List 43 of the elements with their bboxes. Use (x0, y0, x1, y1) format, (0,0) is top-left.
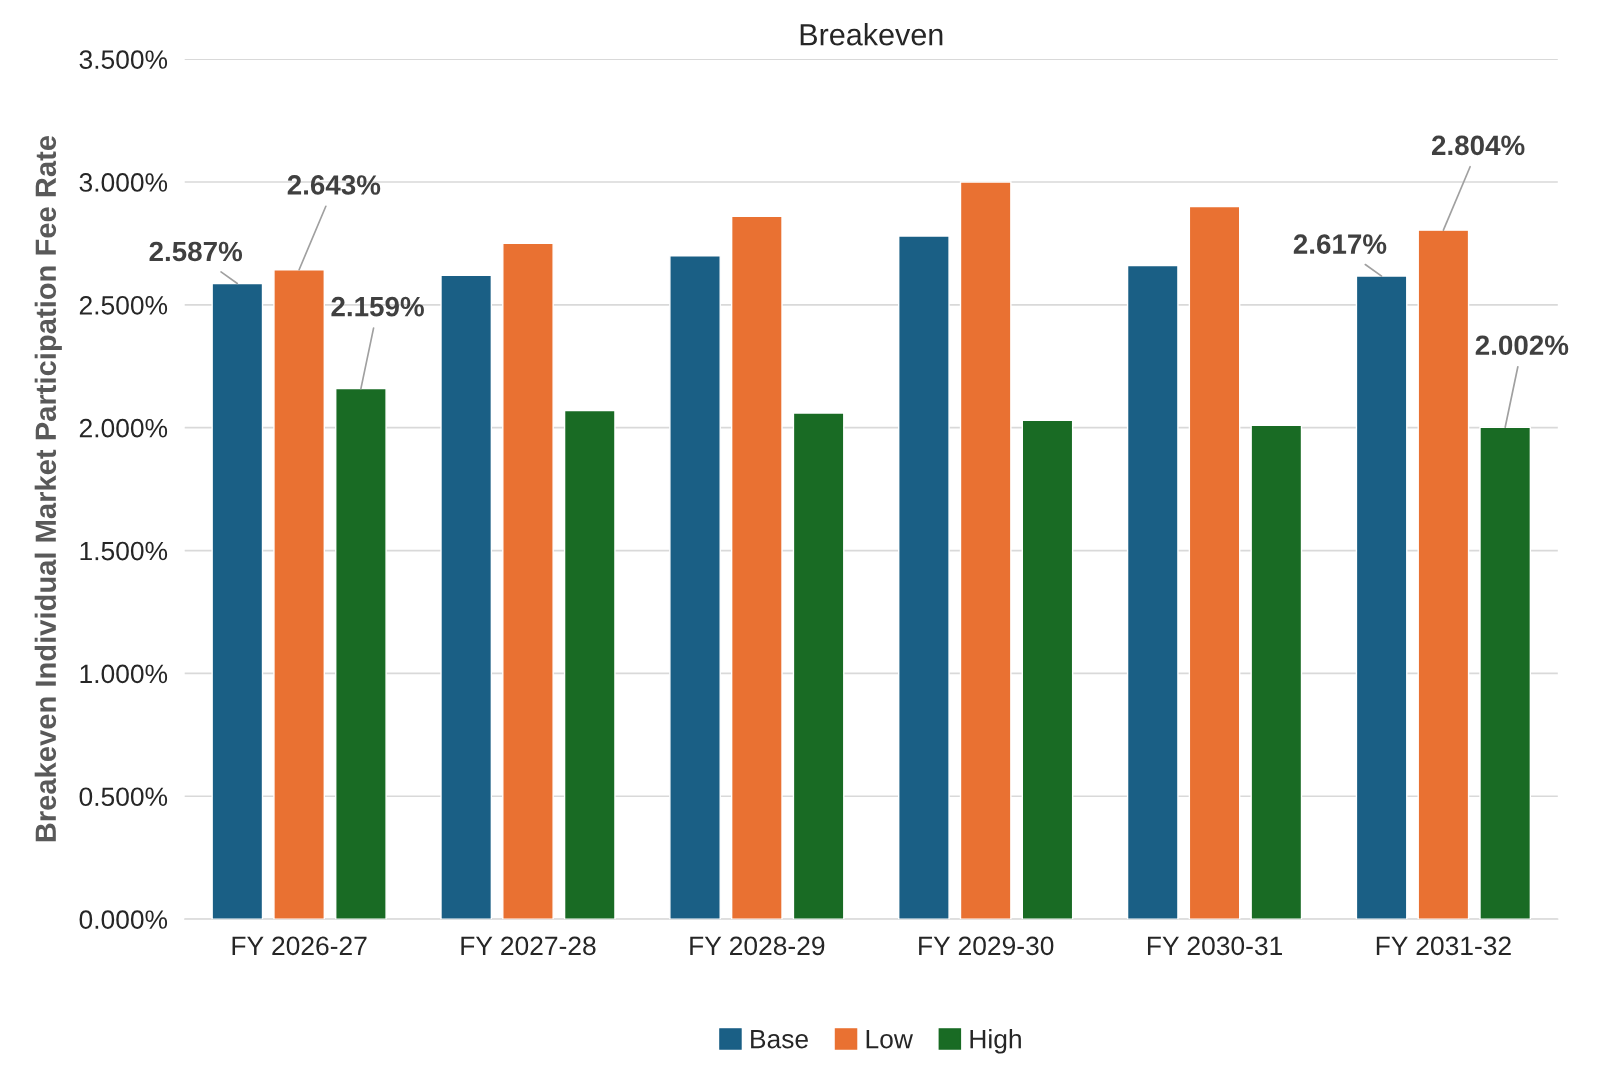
bar (1188, 205, 1241, 920)
y-tick-label: 0.000% (79, 910, 168, 929)
y-axis-title: Breakeven Individual Market Participation Fee Rate (34, 135, 62, 842)
data-label: 2.002% (1475, 335, 1569, 356)
bar (1250, 424, 1303, 920)
x-tick-label: FY 2027-28 (461, 936, 596, 956)
legend-label: Low (866, 1029, 913, 1049)
data-label: 2.804% (1431, 135, 1525, 156)
bar (959, 181, 1012, 920)
data-label: 2.643% (287, 175, 381, 195)
legend-label: High (970, 1029, 1021, 1054)
bar (563, 409, 616, 920)
bar (211, 282, 264, 920)
bar (1355, 275, 1408, 920)
x-tick-label: FY 2031-32 (1376, 936, 1511, 956)
y-tick-label: 2.500% (79, 295, 168, 315)
chart-title: Breakeven (800, 23, 943, 46)
x-tick-label: FY 2029-30 (919, 936, 1054, 956)
data-label: 2.587% (149, 241, 243, 262)
x-tick-label: FY 2028-29 (690, 936, 825, 956)
x-tick-label: FY 2026-27 (232, 936, 367, 956)
bar (502, 242, 554, 920)
bar (1021, 419, 1074, 920)
y-tick-label: 3.500% (79, 50, 168, 69)
legend-label: Base (751, 1029, 808, 1049)
bar (335, 387, 387, 920)
bar (669, 255, 721, 920)
bar (1126, 264, 1179, 920)
bar (273, 269, 325, 920)
bar (730, 215, 783, 920)
y-tick-label: 0.500% (79, 787, 168, 807)
y-tick-label: 3.000% (79, 173, 168, 192)
bar (898, 235, 950, 920)
y-tick-label: 1.500% (80, 541, 168, 561)
data-label: 2.159% (331, 296, 424, 317)
bar (1479, 426, 1532, 920)
bar (440, 274, 493, 920)
x-tick-label: FY 2030-31 (1147, 936, 1282, 956)
y-tick-label: 1.000% (80, 664, 168, 684)
y-tick-label: 2.000% (79, 418, 168, 438)
bar (792, 412, 845, 920)
data-label: 2.617% (1293, 234, 1387, 254)
bar (1417, 229, 1470, 920)
